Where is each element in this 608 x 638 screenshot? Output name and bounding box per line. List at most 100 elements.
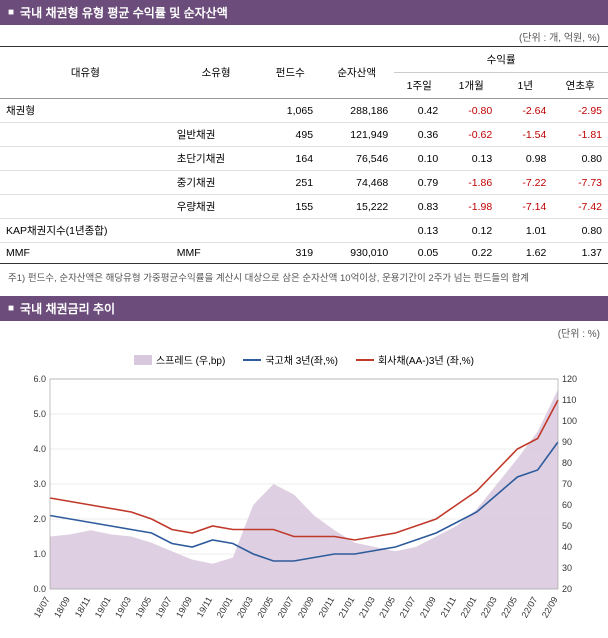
svg-text:5.0: 5.0 <box>33 409 46 419</box>
svg-text:20/11: 20/11 <box>317 595 337 619</box>
table-cell: -7.22 <box>498 171 552 195</box>
svg-text:20/03: 20/03 <box>235 595 255 620</box>
table-cell <box>0 123 171 147</box>
table-cell <box>319 219 394 243</box>
table-cell: 초단기채권 <box>171 147 262 171</box>
svg-text:22/01: 22/01 <box>459 595 479 620</box>
table-cell: 495 <box>261 123 319 147</box>
table-row: 일반채권495121,9490.36-0.62-1.54-1.81 <box>0 123 608 147</box>
svg-text:22/05: 22/05 <box>499 595 519 620</box>
svg-text:120: 120 <box>562 374 577 384</box>
svg-text:6.0: 6.0 <box>33 374 46 384</box>
table-cell <box>0 195 171 219</box>
svg-text:2.0: 2.0 <box>33 514 46 524</box>
table-cell: 일반채권 <box>171 123 262 147</box>
svg-text:20/01: 20/01 <box>215 595 235 620</box>
th-1m: 1개월 <box>444 73 498 99</box>
legend-corp-swatch <box>356 359 374 361</box>
table-row: 우량채권15515,2220.83-1.98-7.14-7.42 <box>0 195 608 219</box>
svg-text:22/09: 22/09 <box>540 595 560 620</box>
table-cell: 15,222 <box>319 195 394 219</box>
table-cell: -2.95 <box>552 99 608 123</box>
table-cell: 0.10 <box>394 147 444 171</box>
table-cell: 0.80 <box>552 147 608 171</box>
table-cell: 우량채권 <box>171 195 262 219</box>
table-cell: 1.37 <box>552 243 608 264</box>
table-cell: 0.98 <box>498 147 552 171</box>
svg-text:18/11: 18/11 <box>73 595 93 619</box>
section1-unit: (단위 : 개, 억원, %) <box>0 25 608 46</box>
svg-text:4.0: 4.0 <box>33 444 46 454</box>
table-cell: 1,065 <box>261 99 319 123</box>
svg-text:21/11: 21/11 <box>439 595 459 619</box>
returns-table: 대유형 소유형 펀드수 순자산액 수익률 1주일 1개월 1년 연초후 채권형1… <box>0 46 608 264</box>
svg-text:19/05: 19/05 <box>133 595 153 620</box>
svg-text:20: 20 <box>562 584 572 594</box>
table-cell: 76,546 <box>319 147 394 171</box>
section1-header: 국내 채권형 유형 평균 수익률 및 순자산액 <box>0 0 608 25</box>
table-cell: KAP채권지수(1년종합) <box>0 219 171 243</box>
table-cell: 0.05 <box>394 243 444 264</box>
table-cell: 1.62 <box>498 243 552 264</box>
table-cell <box>261 219 319 243</box>
svg-text:20/05: 20/05 <box>255 595 275 620</box>
table-cell: 164 <box>261 147 319 171</box>
svg-text:60: 60 <box>562 500 572 510</box>
table-cell: 0.83 <box>394 195 444 219</box>
table-cell <box>171 99 262 123</box>
chart-container: 스프레드 (우,bp) 국고채 3년(좌,%) 회사채(AA-)3년 (좌,%)… <box>0 342 608 638</box>
table-cell <box>0 171 171 195</box>
table-cell: MMF <box>171 243 262 264</box>
table-cell: -7.42 <box>552 195 608 219</box>
th-subtype: 소유형 <box>171 47 262 99</box>
th-ytd: 연초후 <box>552 73 608 99</box>
table-cell: MMF <box>0 243 171 264</box>
table-cell: 0.12 <box>444 219 498 243</box>
svg-text:19/07: 19/07 <box>154 595 174 620</box>
table-cell: 1.01 <box>498 219 552 243</box>
table-cell: 0.42 <box>394 99 444 123</box>
th-1y: 1년 <box>498 73 552 99</box>
table-cell: 중기채권 <box>171 171 262 195</box>
table-row: KAP채권지수(1년종합) 0.130.121.010.80 <box>0 219 608 243</box>
table-cell: 155 <box>261 195 319 219</box>
svg-text:40: 40 <box>562 542 572 552</box>
svg-text:3.0: 3.0 <box>33 479 46 489</box>
svg-text:21/01: 21/01 <box>337 595 357 620</box>
th-1w: 1주일 <box>394 73 444 99</box>
table-cell: 74,468 <box>319 171 394 195</box>
svg-text:70: 70 <box>562 479 572 489</box>
table-cell: -1.86 <box>444 171 498 195</box>
table-cell: -0.62 <box>444 123 498 147</box>
th-maintype: 대유형 <box>0 47 171 99</box>
table-cell: 0.80 <box>552 219 608 243</box>
table-cell: 288,186 <box>319 99 394 123</box>
th-nav: 순자산액 <box>319 47 394 99</box>
svg-text:30: 30 <box>562 563 572 573</box>
svg-text:19/01: 19/01 <box>93 595 113 620</box>
legend-spread-label: 스프레드 (우,bp) <box>156 352 225 367</box>
table-cell <box>171 219 262 243</box>
table-cell: 251 <box>261 171 319 195</box>
svg-text:19/09: 19/09 <box>174 595 194 620</box>
chart-legend: 스프레드 (우,bp) 국고채 3년(좌,%) 회사채(AA-)3년 (좌,%) <box>12 350 596 371</box>
svg-text:21/09: 21/09 <box>418 595 438 620</box>
svg-text:0.0: 0.0 <box>33 584 46 594</box>
svg-text:80: 80 <box>562 458 572 468</box>
section2-unit: (단위 : %) <box>0 321 608 342</box>
svg-text:1.0: 1.0 <box>33 549 46 559</box>
table-cell: -1.81 <box>552 123 608 147</box>
table-cell: -1.54 <box>498 123 552 147</box>
rates-chart: 0.01.02.03.04.05.06.02030405060708090100… <box>12 371 596 631</box>
svg-text:19/11: 19/11 <box>195 595 215 619</box>
svg-text:19/03: 19/03 <box>113 595 133 620</box>
legend-corp: 회사채(AA-)3년 (좌,%) <box>356 352 474 367</box>
svg-text:90: 90 <box>562 437 572 447</box>
section1-title: 국내 채권형 유형 평균 수익률 및 순자산액 <box>20 4 228 21</box>
table-row: 채권형1,065288,1860.42-0.80-2.64-2.95 <box>0 99 608 123</box>
table-row: MMFMMF319930,0100.050.221.621.37 <box>0 243 608 264</box>
table-cell: 0.13 <box>394 219 444 243</box>
svg-text:20/09: 20/09 <box>296 595 316 620</box>
section2-header: 국내 채권금리 추이 <box>0 296 608 321</box>
table-cell: 0.13 <box>444 147 498 171</box>
